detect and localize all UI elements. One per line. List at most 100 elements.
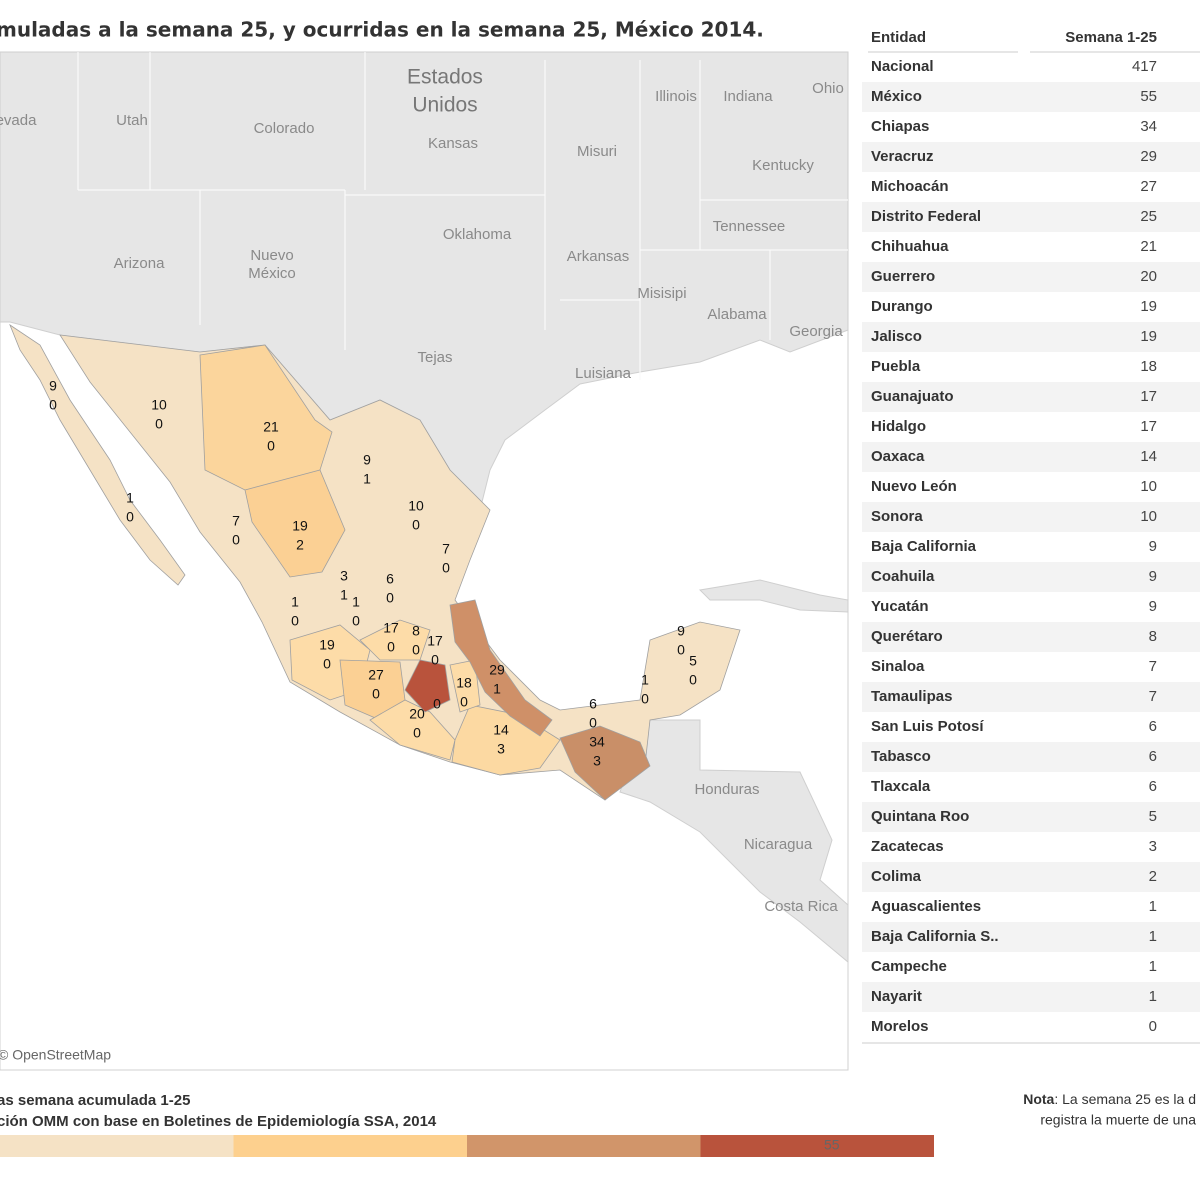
row-value: 29 — [1140, 148, 1157, 165]
row-name: San Luis Potosí — [871, 718, 984, 735]
state-label: 0 — [677, 642, 685, 658]
row-band — [862, 382, 1200, 412]
row-name: Baja California — [871, 538, 977, 555]
state-label: 5 — [689, 653, 697, 669]
row-value: 8 — [1149, 628, 1157, 645]
row-band — [862, 682, 1200, 712]
place-name: Arizona — [114, 255, 166, 272]
place-name: Estados — [407, 66, 483, 89]
attribution: © OpenStreetMap — [0, 1047, 111, 1063]
state-label: 17 — [383, 620, 399, 636]
row-value: 17 — [1140, 418, 1157, 435]
state-label: 14 — [493, 722, 509, 738]
state-label: 1 — [363, 471, 371, 487]
row-value: 6 — [1149, 718, 1157, 735]
state-label: 1 — [340, 587, 348, 603]
row-value: 7 — [1149, 688, 1157, 705]
state-label: 0 — [689, 672, 697, 688]
row-name: Quintana Roo — [871, 808, 969, 825]
state-label: 29 — [489, 662, 505, 678]
row-value: 5 — [1149, 808, 1157, 825]
place-name: Costa Rica — [764, 898, 838, 915]
row-band — [862, 802, 1200, 832]
state-label: 8 — [412, 623, 420, 639]
row-name: Oaxaca — [871, 448, 925, 465]
row-name: Guerrero — [871, 268, 935, 285]
state-label: 21 — [263, 419, 279, 435]
place-name: Georgia — [789, 323, 843, 340]
place-name: Utah — [116, 112, 148, 129]
row-name: Tabasco — [871, 748, 931, 765]
row-name: Querétaro — [871, 628, 943, 645]
row-value: 17 — [1140, 388, 1157, 405]
cuba — [698, 579, 849, 613]
state-label: 0 — [412, 642, 420, 658]
state-label: 0 — [49, 397, 57, 413]
row-name: Durango — [871, 298, 933, 315]
legend-step — [467, 1135, 701, 1157]
row-value: 18 — [1140, 358, 1157, 375]
state-label: 1 — [291, 594, 299, 610]
state-label: 0 — [460, 694, 468, 710]
row-name: Tamaulipas — [871, 688, 952, 705]
place-name: Arkansas — [567, 248, 630, 265]
note-text: : La semana 25 es la d — [1054, 1091, 1196, 1107]
row-name: Coahuila — [871, 568, 935, 585]
state-label: 1 — [493, 681, 501, 697]
row-name: Sinaloa — [871, 658, 925, 675]
row-band — [862, 322, 1200, 352]
row-value: 3 — [1149, 838, 1157, 855]
row-name: Nuevo León — [871, 478, 957, 495]
row-value: 10 — [1140, 478, 1157, 495]
state-label: 6 — [589, 696, 597, 712]
row-value: 1 — [1149, 928, 1157, 945]
row-value: 1 — [1149, 898, 1157, 915]
row-name: Nacional — [871, 58, 934, 75]
place-name: Misuri — [577, 143, 617, 160]
row-value: 20 — [1140, 268, 1157, 285]
place-name: Nuevo — [250, 247, 293, 264]
row-value: 19 — [1140, 328, 1157, 345]
row-name: Distrito Federal — [871, 208, 981, 225]
row-band — [862, 562, 1200, 592]
row-value: 6 — [1149, 748, 1157, 765]
place-name: Kansas — [428, 135, 478, 152]
place-name: Oklahoma — [443, 226, 512, 243]
state-label: 18 — [456, 675, 472, 691]
row-value: 0 — [1149, 1018, 1157, 1035]
place-name: Unidos — [412, 94, 477, 117]
state-label: 0 — [323, 656, 331, 672]
place-name: Colorado — [254, 120, 315, 137]
row-band — [862, 982, 1200, 1012]
row-band — [862, 922, 1200, 952]
us-borders — [77, 52, 848, 380]
legend-step — [700, 1135, 934, 1157]
row-value: 417 — [1132, 58, 1157, 75]
note: Nota: La semana 25 es la d — [1023, 1091, 1196, 1107]
footer-line: ción OMM con base en Boletines de Epidem… — [0, 1113, 437, 1130]
state-label: 34 — [589, 734, 605, 750]
state-label: 0 — [431, 652, 439, 668]
state-label: 0 — [433, 696, 441, 712]
row-name: Veracruz — [871, 148, 934, 165]
row-name: Colima — [871, 868, 922, 885]
state-label: 1 — [352, 594, 360, 610]
state-label: 3 — [593, 753, 601, 769]
note: registra la muerte de una — [1040, 1112, 1196, 1128]
state-label: 7 — [232, 513, 240, 529]
row-name: Yucatán — [871, 598, 929, 615]
place-name: Nicaragua — [744, 836, 813, 853]
state-label: 0 — [413, 725, 421, 741]
state-label: 1 — [126, 490, 134, 506]
row-name: Campeche — [871, 958, 947, 975]
place-name: Misisipi — [637, 285, 686, 302]
row-value: 1 — [1149, 988, 1157, 1005]
place-name: Indiana — [723, 88, 773, 105]
row-value: 27 — [1140, 178, 1157, 195]
place-name: Tejas — [417, 349, 452, 366]
row-name: Puebla — [871, 358, 921, 375]
state-label: 0 — [387, 639, 395, 655]
row-band — [862, 862, 1200, 892]
